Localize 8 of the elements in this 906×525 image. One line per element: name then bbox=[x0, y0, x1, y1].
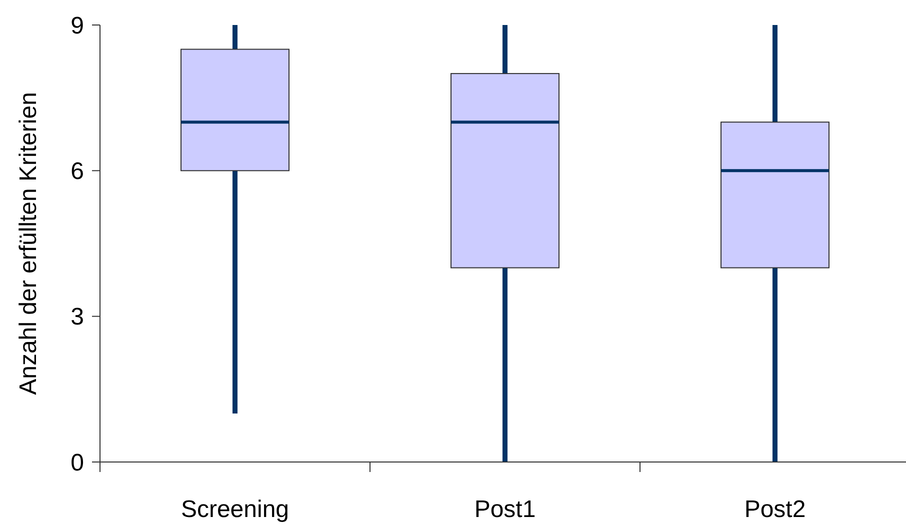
y-tick-label: 6 bbox=[70, 158, 84, 186]
y-tick-label: 3 bbox=[70, 304, 84, 331]
y-axis-title: Anzahl der erfüllten Kriterien bbox=[15, 92, 42, 395]
y-tick-label: 0 bbox=[70, 449, 84, 476]
x-tick-label: Post1 bbox=[474, 496, 536, 523]
y-tick-label: 9 bbox=[70, 12, 84, 40]
x-tick-label: Post2 bbox=[744, 496, 806, 523]
x-tick-label: Screening bbox=[180, 496, 290, 523]
